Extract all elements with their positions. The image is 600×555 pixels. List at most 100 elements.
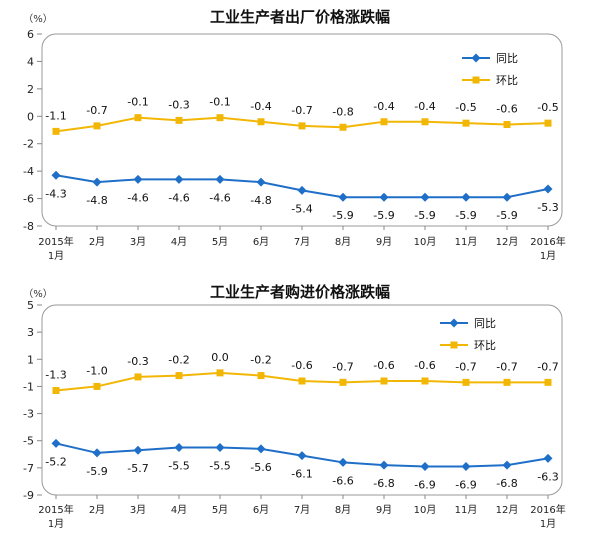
data-label: -1.1 [45,109,66,122]
x-tick-label: 9月 [376,236,392,248]
data-label: -0.4 [250,100,271,113]
data-label: -4.8 [86,194,107,207]
data-label: -0.8 [332,105,353,118]
data-point [215,174,225,184]
y-tick-label: 5 [27,299,34,312]
data-label: -4.6 [127,191,148,204]
data-label: -5.2 [45,455,66,468]
x-tick-label: 2月 [89,236,105,248]
y-tick-label: -6 [23,193,34,206]
chart-1: 工业生产者出厂价格涨跌幅 （%） 6 4 2 0 -2 -4 -6 -8 2015年 1月 2月 3月 4月… [23,8,566,262]
data-point [174,443,184,452]
data-label: -5.3 [537,201,558,214]
data-label: 0.0 [211,351,229,364]
series-环比: -1.1 -0.7 -0.1 -0.3 -0.1 -0.4 -0.7 -0.8 -0.4 -0.4… [45,96,559,135]
data-label: -0.1 [209,96,230,109]
data-point [338,192,348,202]
data-point [92,177,102,187]
data-point [134,373,142,381]
y-tick-label: 0 [27,110,34,123]
legend-label: 环比 [496,74,518,87]
y-tick-label: -4 [23,165,34,178]
x-tick-label: 2016年 [530,503,565,516]
data-point [379,460,389,470]
x-tick-label: 2015年 [38,235,73,248]
x-tick-label: 2月 [89,504,105,516]
data-point [421,118,429,126]
chart-title: 工业生产者购进价格涨跌幅 [210,283,390,301]
data-label: -5.5 [209,460,230,473]
y-tick-label: -8 [23,220,34,233]
data-point [502,192,512,202]
data-point [339,123,347,131]
legend-marker [449,318,459,328]
x-tick-label: 8月 [335,236,351,248]
x-tick-label: 9月 [376,504,392,516]
data-point [133,174,143,184]
legend-marker [450,341,458,349]
y-tick-label: 2 [27,83,34,96]
y-tick-label: 6 [27,28,34,41]
data-point [380,377,388,385]
data-label: -0.6 [291,359,312,372]
data-point [380,118,388,126]
data-point [461,192,471,202]
data-point [51,170,61,180]
data-label: -4.3 [45,187,66,200]
data-point [257,372,265,380]
data-label: -1.0 [86,364,107,377]
legend-label: 环比 [474,339,496,352]
x-tick-label: 10月 [414,236,437,248]
data-label: -0.7 [455,360,476,373]
data-label: -0.6 [496,103,517,116]
x-tick-label: 10月 [414,504,437,516]
data-label: -0.6 [373,359,394,372]
data-point [503,121,511,129]
data-label: -5.4 [291,202,312,215]
y-tick-label: -2 [23,138,34,151]
data-label: -4.8 [250,194,271,207]
y-tick-label: -9 [23,489,34,502]
x-tick-label: 6月 [253,236,269,248]
data-point [174,174,184,184]
x-tick-label: 7月 [294,504,310,516]
data-label: -5.9 [414,209,435,222]
data-point [93,122,101,130]
data-label: -6.1 [291,468,312,481]
data-label: -6.9 [455,479,476,492]
data-label: -5.7 [127,462,148,475]
data-label: -4.6 [209,191,230,204]
data-label: -5.9 [373,209,394,222]
data-point [420,462,430,471]
data-point [503,378,511,386]
x-tick-label: 1月 [48,250,64,262]
x-tick-label: 4月 [171,236,187,248]
x-tick-label: 6月 [253,504,269,516]
x-tick-label: 12月 [496,236,519,248]
x-tick-label: 12月 [496,504,519,516]
data-label: -0.7 [537,360,558,373]
y-tick-label: -7 [23,462,34,475]
data-label: -6.3 [537,470,558,483]
data-point [502,460,512,470]
data-label: -6.9 [414,479,435,492]
data-point [543,453,553,463]
x-tick-label: 1月 [540,518,556,530]
data-label: -1.3 [45,369,66,382]
data-point [257,118,265,126]
data-label: -0.2 [168,354,189,367]
data-label: -5.9 [332,209,353,222]
y-tick-label: -3 [23,408,34,421]
data-point [52,127,60,135]
data-point [298,377,306,385]
data-label: -5.9 [496,209,517,222]
chart-title: 工业生产者出厂价格涨跌幅 [210,8,390,26]
data-point [216,369,224,377]
data-label: -0.4 [373,100,394,113]
x-tick-label: 7月 [294,236,310,248]
data-label: -6.8 [373,477,394,490]
x-tick-label: 8月 [335,504,351,516]
